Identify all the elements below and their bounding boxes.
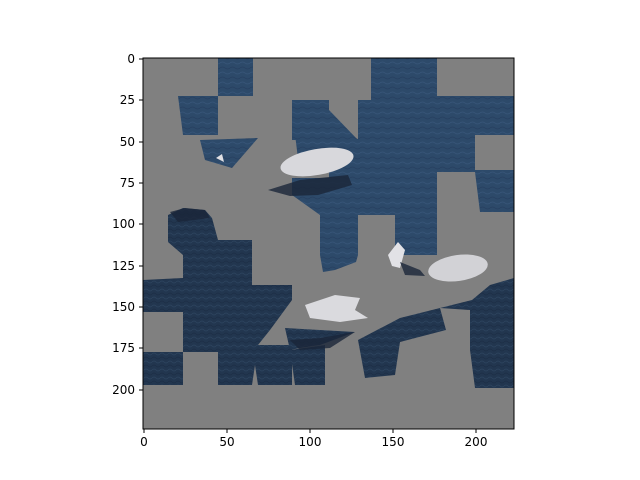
y-tick-label-125: 125 [112, 259, 135, 273]
x-tick-150: 150 [382, 429, 405, 449]
y-tick-label-100: 100 [112, 217, 135, 231]
y-tick-100: 100 [112, 217, 143, 231]
y-tick-label-50: 50 [120, 135, 135, 149]
y-tick-label-150: 150 [112, 300, 135, 314]
y-tick-125: 125 [112, 259, 143, 273]
x-tick-label-0: 0 [140, 435, 148, 449]
x-tick-50: 50 [219, 429, 235, 449]
x-tick-200: 200 [465, 429, 488, 449]
x-tick-0: 0 [140, 429, 148, 449]
x-tick-100: 100 [299, 429, 322, 449]
axes-frame [142, 57, 515, 430]
x-tick-label-200: 200 [465, 435, 488, 449]
image-area [143, 58, 514, 429]
x-tick-label-50: 50 [219, 435, 234, 449]
y-tick-150: 150 [112, 300, 143, 314]
x-tick-label-150: 150 [382, 435, 405, 449]
dark-water-left [143, 208, 292, 385]
y-tick-label-175: 175 [112, 341, 135, 355]
y-tick-50: 50 [120, 135, 143, 149]
floe-shadows [170, 175, 425, 350]
ice-floes [216, 147, 488, 322]
y-tick-0: 0 [127, 52, 143, 66]
y-tick-25: 25 [120, 93, 143, 107]
y-axis: 0 25 50 75 100 125 150 175 200 [112, 52, 143, 397]
y-tick-label-75: 75 [120, 176, 135, 190]
y-tick-label-25: 25 [120, 93, 135, 107]
x-tick-label-100: 100 [299, 435, 322, 449]
y-tick-200: 200 [112, 383, 143, 397]
y-tick-label-0: 0 [127, 52, 135, 66]
y-tick-75: 75 [120, 176, 143, 190]
y-tick-label-200: 200 [112, 383, 135, 397]
x-axis: 0 50 100 150 200 [140, 429, 487, 449]
y-tick-175: 175 [112, 341, 143, 355]
